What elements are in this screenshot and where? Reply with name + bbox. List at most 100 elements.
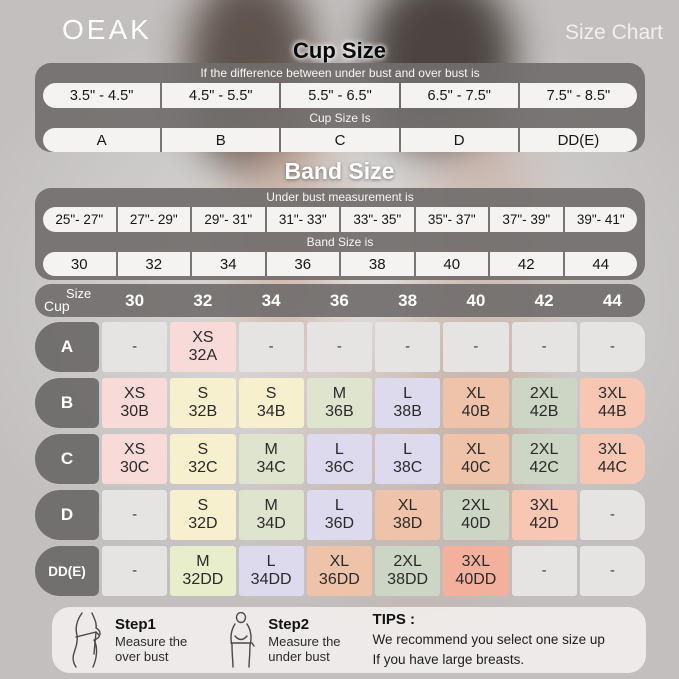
matrix-cell: S 32B [170,378,236,428]
step2-line1: Measure the [268,633,341,649]
band-number-row: 30 32 34 36 38 40 42 44 [43,252,637,276]
matrix-column-header: 40 [466,290,486,310]
band-number-cell: 44 [564,252,637,276]
matrix-cell: - [579,490,645,540]
matrix-cell: 2XL 42B [511,378,577,428]
matrix-cell: 3XL 44C [579,434,645,484]
step1-block: Step1 Measure the over bust [66,612,187,668]
matrix-cell: - [443,322,509,372]
matrix-cell: - [238,322,304,372]
matrix-header-row: Size Cup 30 32 34 36 38 40 42 44 [35,284,645,317]
matrix-cell: L 36C [306,434,372,484]
band-condition-label: Under bust measurement is [266,190,414,204]
cup-letter-cell: A [43,128,161,152]
matrix-row-label: D [35,490,99,540]
tips-line1: We recommend you select one size up [372,631,605,647]
matrix-cell: XS 30B [102,378,168,428]
cup-range-cell: 6.5" - 7.5" [400,83,518,108]
step2-line2: under bust [268,649,330,664]
matrix-cell: XL 38D [375,490,441,540]
matrix-cell: L 38C [375,434,441,484]
matrix-cell: - [306,322,372,372]
band-range-cell: 29"- 31" [192,207,265,232]
matrix-cell: S 34B [238,378,304,428]
matrix-column-header: 32 [193,290,213,310]
band-range-cell: 25"- 27" [43,207,116,232]
matrix-row-label: B [35,378,99,428]
matrix-cell: S 32D [170,490,236,540]
step2-block: Step2 Measure the under bust [223,612,341,668]
band-size-heading: Band Size [284,158,395,184]
matrix-column-header: 30 [125,290,145,310]
cup-size-heading: Cup Size [293,38,386,63]
matrix-cell: XS 30C [102,434,168,484]
cup-size-panel: If the difference between under bust and… [35,63,645,152]
cup-range-cell: 5.5" - 6.5" [281,83,399,108]
band-range-cell: 39"- 41" [564,207,637,232]
band-range-cell: 33"- 35" [341,207,414,232]
matrix-row: DD(E) - M 32DD L 34DD XL 36DD 2XL 38DD 3XL 40DD - - [35,546,645,596]
matrix-cell: M 32DD [170,546,236,596]
matrix-cell: M 34D [238,490,304,540]
band-range-cell: 35"- 37" [415,207,488,232]
matrix-cell: - [511,322,577,372]
matrix-cell: M 36B [306,378,372,428]
matrix-corner-cell: Size Cup [35,284,99,317]
cup-result-label: Cup Size Is [309,111,371,125]
band-number-cell: 32 [117,252,190,276]
matrix-cell: 3XL 40DD [443,546,509,596]
cup-letter-cell: D [400,128,518,152]
step2-title: Step2 [268,615,310,633]
matrix-cell: - [579,546,645,596]
cup-range-cell: 3.5" - 4.5" [43,83,161,108]
band-number-cell: 30 [43,252,116,276]
matrix-column-header: 38 [398,290,418,310]
matrix-row: D - S 32D M 34D L 36D XL 38D 2XL 40D 3XL 42D - [35,490,645,540]
matrix-cell: XS 32A [170,322,236,372]
matrix-column-header: 42 [534,290,554,310]
matrix-column-header: 44 [602,290,622,310]
step1-line2: over bust [115,649,169,664]
band-number-cell: 38 [341,252,414,276]
matrix-cell: - [511,546,577,596]
matrix-cell: 2XL 40D [443,490,509,540]
band-range-row: 25"- 27" 27"- 29" 29"- 31" 31"- 33" 33"- 35"… [43,207,637,232]
matrix-cell: L 34DD [238,546,304,596]
step1-line1: Measure the [115,633,188,649]
footer-panel: Step1 Measure the over bust Step2 Measur… [52,607,646,673]
matrix-cell: L 36D [306,490,372,540]
cup-letter-cell: C [281,128,399,152]
matrix-cell: - [375,322,441,372]
cup-range-row: 3.5" - 4.5" 4.5" - 5.5" 5.5" - 6.5" 6.5" - … [43,83,637,108]
matrix-cell: M 34C [238,434,304,484]
matrix-cell: XL 40B [443,378,509,428]
band-size-panel: Under bust measurement is 25"- 27" 27"- 2… [35,188,645,280]
size-matrix: A - XS 32A - - - - - - B XS 30B S 32B S 34B M 36B L 38B XL 40B… [35,322,645,596]
band-range-cell: 31"- 33" [266,207,339,232]
step1-text: Step1 Measure the over bust [115,616,187,665]
cup-letter-row: A B C D DD(E) [43,128,637,152]
band-number-cell: 42 [490,252,563,276]
matrix-corner-size-label: Size [66,286,92,301]
matrix-cell: 2XL 42C [511,434,577,484]
matrix-column-header: 36 [329,290,349,310]
matrix-cell: XL 40C [443,434,509,484]
tips-block: TIPS : We recommend you select one size … [373,611,605,669]
matrix-cell: S 32C [170,434,236,484]
matrix-cell: - [579,322,645,372]
matrix-row: A - XS 32A - - - - - - [35,322,645,372]
matrix-corner-cup-label: Cup [44,298,70,314]
page-title: Size Chart [564,21,663,44]
step2-text: Step2 Measure the under bust [268,616,340,665]
matrix-cell: - [102,322,168,372]
band-result-label: Band Size is [306,235,374,249]
measure-over-bust-icon [72,612,101,668]
matrix-column-header: 34 [261,290,281,310]
tips-title: TIPS : [372,610,416,628]
matrix-row: B XS 30B S 32B S 34B M 36B L 38B XL 40B 2XL 42B 3XL 44B [35,378,645,428]
band-number-cell: 40 [415,252,488,276]
matrix-cell: - [102,546,168,596]
cup-range-cell: 4.5" - 5.5" [162,83,280,108]
brand-logo: OEAK [62,14,152,45]
